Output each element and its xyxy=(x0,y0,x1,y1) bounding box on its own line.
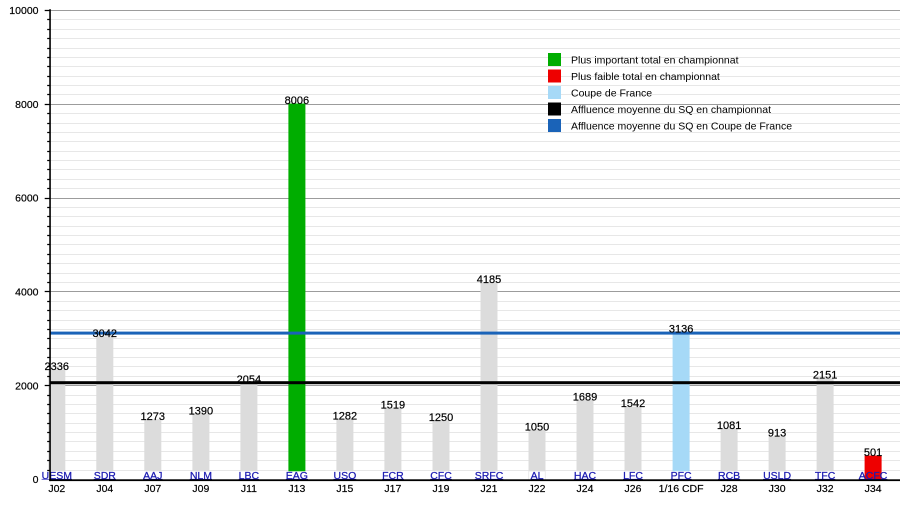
svg-text:RCB: RCB xyxy=(718,470,740,482)
svg-text:AAJ: AAJ xyxy=(143,470,162,482)
svg-text:SDR: SDR xyxy=(94,470,117,482)
svg-text:PFC: PFC xyxy=(671,470,692,482)
svg-text:CFC: CFC xyxy=(430,470,452,482)
svg-text:2151: 2151 xyxy=(813,370,837,382)
svg-text:FCR: FCR xyxy=(382,470,404,482)
svg-text:SRFC: SRFC xyxy=(475,470,504,482)
svg-text:4185: 4185 xyxy=(477,274,501,286)
svg-text:J09: J09 xyxy=(192,483,209,495)
svg-text:EAG: EAG xyxy=(286,470,308,482)
svg-text:913: 913 xyxy=(768,428,786,440)
svg-text:Plus important total en champi: Plus important total en championnat xyxy=(571,54,739,66)
svg-text:8000: 8000 xyxy=(15,99,39,111)
svg-text:8006: 8006 xyxy=(285,95,309,107)
svg-text:2000: 2000 xyxy=(15,380,39,392)
svg-text:1/16 CDF: 1/16 CDF xyxy=(659,483,704,495)
svg-text:J28: J28 xyxy=(721,483,738,495)
svg-text:3042: 3042 xyxy=(93,328,117,340)
svg-text:J24: J24 xyxy=(577,483,594,495)
svg-text:USO: USO xyxy=(334,470,357,482)
svg-text:Affluence moyenne du SQ en cha: Affluence moyenne du SQ en championnat xyxy=(571,104,771,116)
svg-text:3136: 3136 xyxy=(669,323,693,335)
svg-text:10000: 10000 xyxy=(9,5,38,17)
svg-text:J15: J15 xyxy=(336,483,353,495)
svg-text:501: 501 xyxy=(864,447,882,459)
svg-text:J02: J02 xyxy=(48,483,65,495)
svg-text:J17: J17 xyxy=(384,483,401,495)
svg-text:TFC: TFC xyxy=(815,470,836,482)
svg-text:J21: J21 xyxy=(481,483,498,495)
svg-text:Affluence moyenne du SQ en Cou: Affluence moyenne du SQ en Coupe de Fran… xyxy=(571,120,792,132)
svg-text:1519: 1519 xyxy=(381,399,405,411)
svg-text:0: 0 xyxy=(33,474,39,486)
svg-text:1282: 1282 xyxy=(333,410,357,422)
svg-text:2336: 2336 xyxy=(45,361,69,373)
svg-text:J32: J32 xyxy=(817,483,834,495)
svg-text:AL: AL xyxy=(531,470,544,482)
svg-text:1050: 1050 xyxy=(525,421,549,433)
svg-text:J34: J34 xyxy=(865,483,882,495)
svg-text:J30: J30 xyxy=(769,483,786,495)
svg-text:LFC: LFC xyxy=(623,470,643,482)
svg-text:1390: 1390 xyxy=(189,405,213,417)
svg-text:LBC: LBC xyxy=(239,470,260,482)
svg-text:Plus faible total en championn: Plus faible total en championnat xyxy=(571,71,720,83)
svg-text:1542: 1542 xyxy=(621,398,645,410)
svg-text:J07: J07 xyxy=(144,483,161,495)
svg-text:USLD: USLD xyxy=(763,470,791,482)
svg-text:J19: J19 xyxy=(433,483,450,495)
svg-text:J04: J04 xyxy=(96,483,113,495)
svg-text:1689: 1689 xyxy=(573,391,597,403)
svg-text:1081: 1081 xyxy=(717,420,741,432)
svg-text:NLM: NLM xyxy=(190,470,212,482)
svg-text:ACFC: ACFC xyxy=(859,470,888,482)
svg-text:J11: J11 xyxy=(241,483,257,495)
svg-text:2054: 2054 xyxy=(237,374,261,386)
svg-text:Coupe de France: Coupe de France xyxy=(571,87,652,99)
svg-text:HAC: HAC xyxy=(574,470,597,482)
svg-text:6000: 6000 xyxy=(15,193,39,205)
svg-text:4000: 4000 xyxy=(15,287,39,299)
svg-text:J26: J26 xyxy=(625,483,642,495)
svg-text:J13: J13 xyxy=(288,483,305,495)
svg-text:1250: 1250 xyxy=(429,412,453,424)
svg-text:UESM: UESM xyxy=(42,470,72,482)
svg-text:1273: 1273 xyxy=(141,411,165,423)
svg-text:J22: J22 xyxy=(529,483,546,495)
